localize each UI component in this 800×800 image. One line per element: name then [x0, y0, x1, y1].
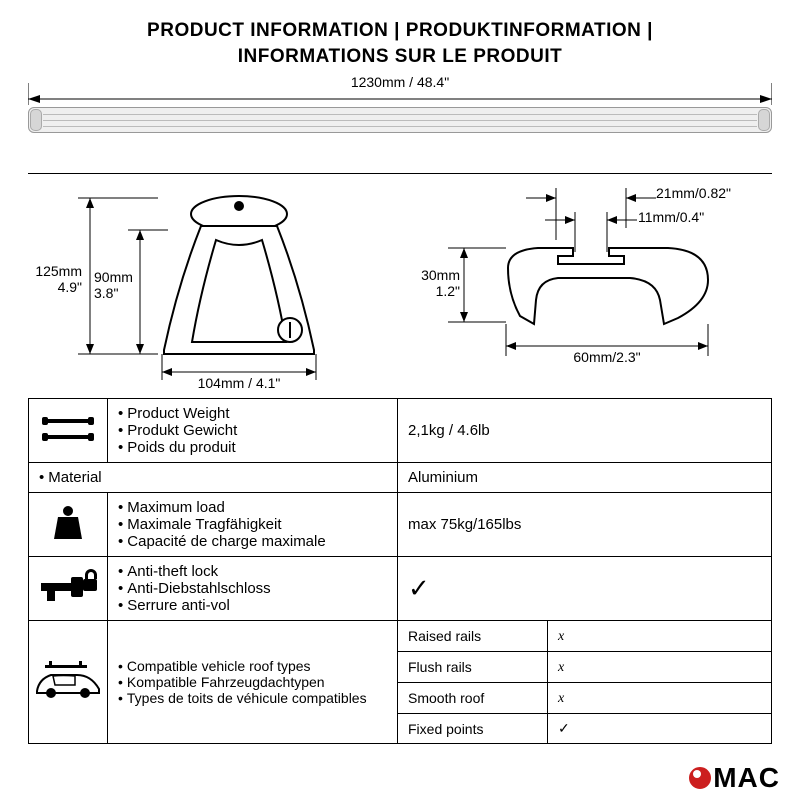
profile-top-slot: 21mm/0.82"	[656, 186, 731, 201]
mount-h-outer-in: 4.9"	[58, 279, 82, 295]
mount-diagram: 125mm 4.9" 90mm 3.8" 104mm / 4.1"	[28, 184, 368, 394]
load-value: max 75kg/165lbs	[398, 493, 772, 557]
roof-flush-val: x	[548, 652, 772, 683]
roof-raised-label: Raised rails	[398, 621, 548, 652]
roof-raised-val: x	[548, 621, 772, 652]
material-label: Material	[39, 469, 387, 486]
roof-labels: Compatible vehicle roof types Kompatible…	[118, 658, 387, 706]
brand-dot-icon	[689, 767, 711, 789]
roof-fixed-label: Fixed points	[398, 714, 548, 744]
profile-h-in: 1.2"	[436, 283, 460, 299]
roof-smooth-label: Smooth roof	[398, 683, 548, 714]
material-value: Aluminium	[398, 463, 772, 493]
profile-diagram: 21mm/0.82" 11mm/0.4" 30mm 1.2" 60mm/2.3"	[408, 184, 772, 394]
lock-labels: Anti-theft lock Anti-Diebstahlschloss Se…	[118, 563, 387, 614]
page-title: PRODUCT INFORMATION | PRODUKTINFORMATION…	[28, 18, 772, 69]
car-icon	[29, 621, 108, 744]
weight-labels: Product Weight Produkt Gewicht Poids du …	[118, 405, 387, 456]
roof-fixed-val: ✓	[548, 714, 772, 744]
mount-h-outer-mm: 125mm	[35, 263, 82, 279]
profile-width: 60mm/2.3"	[506, 350, 708, 365]
roof-smooth-val: x	[548, 683, 772, 714]
weight-icon	[29, 399, 108, 463]
weight-value: 2,1kg / 4.6lb	[398, 399, 772, 463]
load-icon	[29, 493, 108, 557]
lock-check: ✓	[398, 557, 772, 621]
profile-h-mm: 30mm	[421, 267, 460, 283]
mount-h-inner-in: 3.8"	[94, 285, 118, 301]
roof-flush-label: Flush rails	[398, 652, 548, 683]
mount-h-inner-mm: 90mm	[94, 269, 133, 285]
brand-logo: MAC	[689, 762, 780, 794]
lock-icon	[29, 557, 108, 621]
mount-width: 104mm / 4.1"	[162, 376, 316, 391]
load-labels: Maximum load Maximale Tragfähigkeit Capa…	[118, 499, 387, 550]
profile-top-gap: 11mm/0.4"	[638, 210, 704, 225]
bar-shape	[28, 107, 772, 133]
bar-diagram: 1230mm / 48.4"	[28, 77, 772, 167]
spec-table: Product Weight Produkt Gewicht Poids du …	[28, 398, 772, 744]
